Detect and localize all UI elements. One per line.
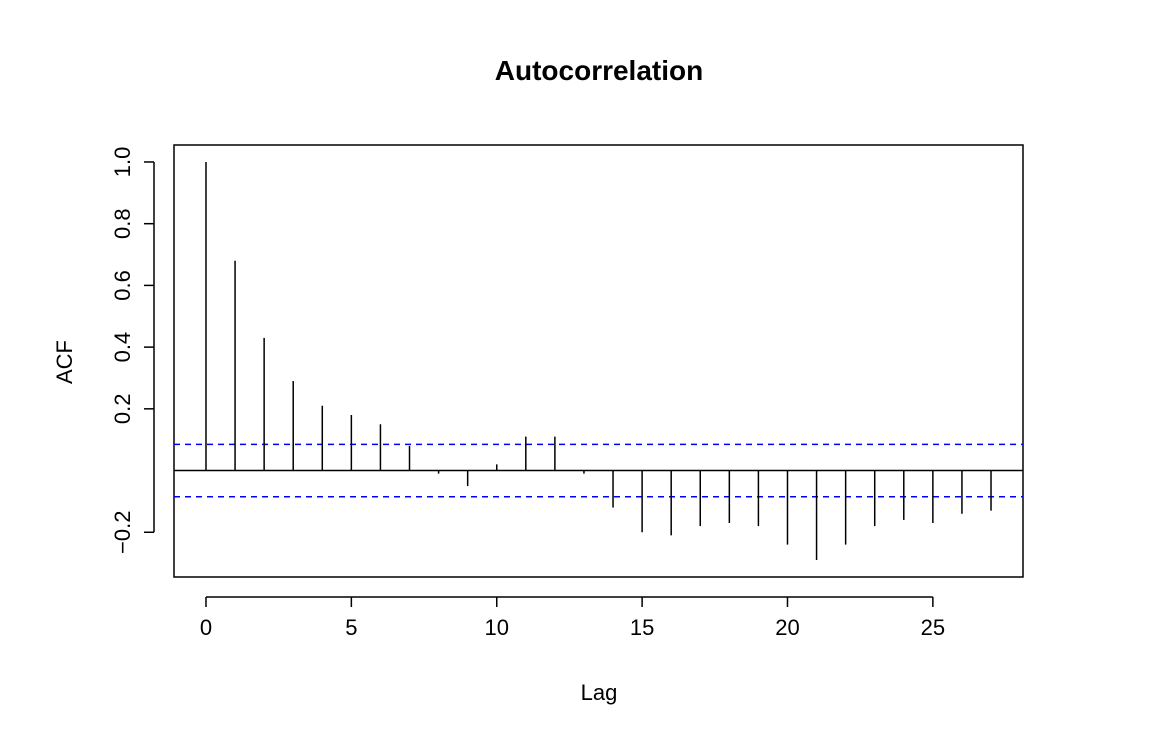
y-tick-label: 0.6 <box>110 270 135 301</box>
plot-frame <box>173 144 1024 578</box>
x-tick-label: 25 <box>921 615 945 640</box>
x-tick-label: 20 <box>775 615 799 640</box>
x-tick-label: 5 <box>345 615 357 640</box>
y-tick-label: −0.2 <box>110 511 135 554</box>
y-tick-label: 0.2 <box>110 394 135 425</box>
y-tick-label: 0.4 <box>110 332 135 363</box>
plot-area: 0 5 10 15 20 25 −0.2 0.2 0.4 0.6 0.8 1.0 <box>110 144 1024 640</box>
y-axis-label: ACF <box>52 340 77 384</box>
y-tick-label: 1.0 <box>110 147 135 178</box>
y-tick-label: 0.8 <box>110 208 135 239</box>
x-tick-label: 15 <box>630 615 654 640</box>
x-axis-label: Lag <box>581 680 618 705</box>
x-tick-label: 10 <box>484 615 508 640</box>
chart-title: Autocorrelation <box>495 55 703 86</box>
x-tick-label: 0 <box>200 615 212 640</box>
